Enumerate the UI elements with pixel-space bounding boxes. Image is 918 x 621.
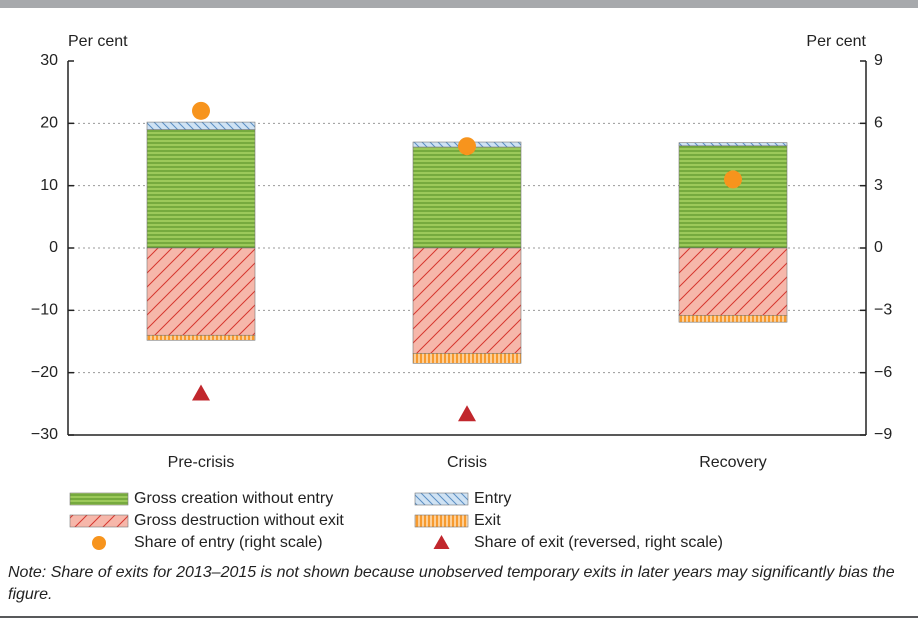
x-tick-label: Pre-crisis (168, 454, 235, 471)
exit-share-marker (192, 384, 210, 401)
y2-tick-label: −6 (874, 364, 892, 381)
y-axis-label: Per cent (68, 33, 128, 50)
bar-segment (412, 247, 522, 354)
legend-swatch (92, 536, 106, 550)
legend-swatch (69, 514, 129, 528)
top-band (0, 0, 918, 8)
bar-segment (412, 146, 522, 249)
x-tick-label: Recovery (699, 454, 767, 471)
bar-segment (412, 353, 522, 364)
legend-swatch (69, 492, 129, 506)
bar-segment (146, 129, 256, 249)
bar-segment (146, 247, 256, 336)
entry-share-dot (724, 170, 742, 189)
y-tick-label: −10 (31, 302, 58, 319)
bar-segment (678, 315, 788, 323)
bottom-rule (0, 616, 918, 618)
legend-label: Share of exit (reversed, right scale) (474, 534, 723, 551)
y2-tick-label: −3 (874, 302, 892, 319)
y2-axis-label: Per cent (806, 33, 866, 50)
entry-share-dot (192, 101, 210, 120)
bar-segment (678, 145, 788, 249)
y-tick-label: 20 (40, 115, 58, 132)
y-tick-label: 0 (49, 239, 58, 256)
bar-segment (678, 142, 788, 147)
bar-segment (146, 334, 256, 341)
legend-label: Gross creation without entry (134, 490, 333, 507)
y2-tick-label: 6 (874, 115, 883, 132)
entry-share-dot (458, 137, 476, 156)
y2-tick-label: −9 (874, 426, 892, 443)
y2-tick-label: 0 (874, 239, 883, 256)
y-tick-label: −20 (31, 364, 58, 381)
bar-segment (678, 247, 788, 316)
legend-label: Gross destruction without exit (134, 512, 344, 529)
legend-label: Share of entry (right scale) (134, 534, 323, 551)
exit-share-marker (458, 405, 476, 422)
y-tick-label: 30 (40, 52, 58, 69)
bar-segment (146, 121, 256, 130)
legend-label: Entry (474, 490, 511, 507)
y-tick-label: −30 (31, 426, 58, 443)
legend-swatch (414, 492, 469, 506)
y2-tick-label: 9 (874, 52, 883, 69)
y-tick-label: 10 (40, 177, 58, 194)
y2-tick-label: 3 (874, 177, 883, 194)
legend-swatch (433, 535, 450, 549)
chart: Per cent Per cent −30−20−100102030−9−6−3… (0, 0, 918, 551)
note: Note: Share of exits for 2013–2015 is no… (8, 564, 895, 603)
legend-label: Exit (474, 512, 501, 529)
legend-swatch (414, 514, 469, 528)
x-tick-label: Crisis (447, 454, 487, 471)
